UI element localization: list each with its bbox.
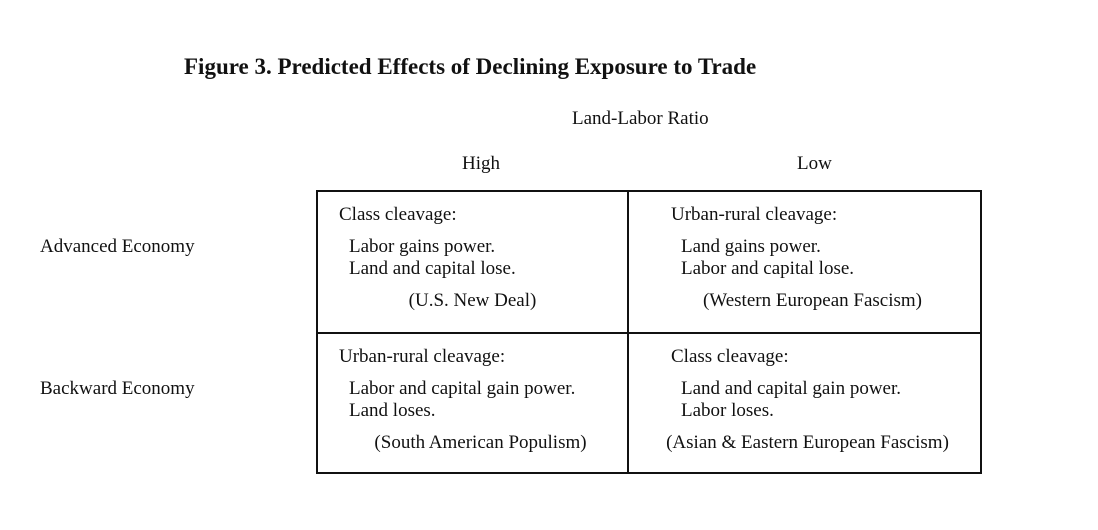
cell-heading: Class cleavage: xyxy=(339,204,457,225)
column-group-label: Land-Labor Ratio xyxy=(572,108,709,129)
cell-effect-line: Labor and capital lose. xyxy=(681,258,855,279)
cell-backward-high: Urban-rural cleavage: Labor and capital … xyxy=(318,334,629,474)
figure-title: Figure 3. Predicted Effects of Declining… xyxy=(184,54,757,79)
cell-backward-low: Class cleavage: Land and capital gain po… xyxy=(629,334,980,474)
cell-effect-line: Land loses. xyxy=(349,400,436,421)
cell-effect-line: Land gains power. xyxy=(681,236,821,257)
row-header-advanced-economy: Advanced Economy xyxy=(40,236,195,257)
cell-heading: Urban-rural cleavage: xyxy=(339,346,506,367)
cell-example: (Asian & Eastern European Fascism) xyxy=(666,432,949,453)
cell-effect-line: Labor and capital gain power. xyxy=(349,378,576,399)
cell-heading: Urban-rural cleavage: xyxy=(671,204,838,225)
cell-effects: Land gains power. Labor and capital lose… xyxy=(681,236,854,280)
cell-effect-line: Labor loses. xyxy=(681,400,774,421)
matrix-bottom-rule-right xyxy=(627,472,982,474)
cell-example: (U.S. New Deal) xyxy=(408,290,537,311)
column-header-high: High xyxy=(462,153,500,174)
cell-heading: Class cleavage: xyxy=(671,346,789,367)
cell-advanced-low: Urban-rural cleavage: Land gains power. … xyxy=(629,192,980,334)
cell-effect-line: Land and capital lose. xyxy=(349,258,516,279)
effects-matrix: Class cleavage: Labor gains power. Land … xyxy=(316,190,982,474)
cell-effects: Labor gains power. Land and capital lose… xyxy=(349,236,516,280)
cell-example: (Western European Fascism) xyxy=(702,290,922,311)
cell-advanced-high: Class cleavage: Labor gains power. Land … xyxy=(318,192,629,334)
cell-effect-line: Land and capital gain power. xyxy=(681,378,902,399)
matrix-bottom-rule-left xyxy=(316,472,629,474)
row-header-backward-economy: Backward Economy xyxy=(40,378,195,399)
cell-effect-line: Labor gains power. xyxy=(349,236,496,257)
cell-effects: Land and capital gain power. Labor loses… xyxy=(681,378,901,422)
cell-example: (South American Populism) xyxy=(374,432,587,453)
column-header-low: Low xyxy=(797,153,832,174)
cell-effects: Labor and capital gain power. Land loses… xyxy=(349,378,575,422)
